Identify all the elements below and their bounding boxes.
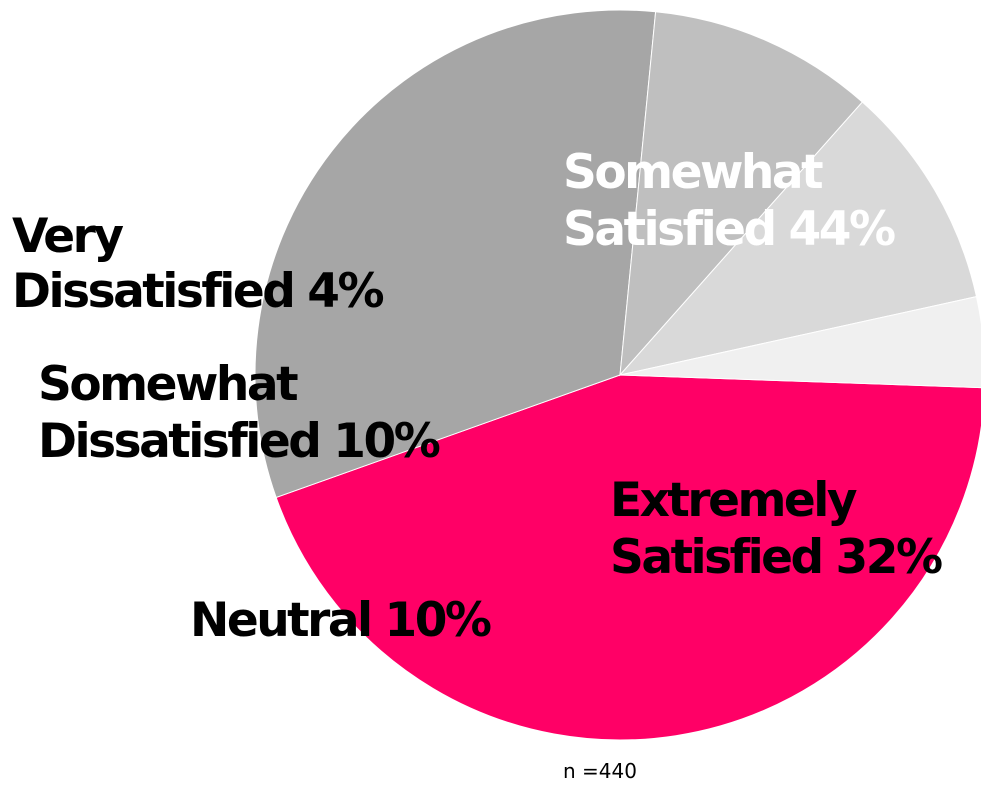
slice-label-somewhat-satisfied: Somewhat Satisfied 44%	[563, 145, 895, 257]
slice-label-somewhat-dissatisfied: Somewhat Dissatisfied 10%	[38, 357, 440, 469]
slice-label-line: Neutral 10%	[190, 593, 491, 648]
slice-label-line: Somewhat	[38, 357, 298, 412]
pie-slice-somewhat-satisfied	[275, 374, 981, 741]
slice-label-extremely-satisfied: Extremely Satisfied 32%	[610, 473, 942, 585]
pie-slice-extremely-satisfied	[254, 9, 657, 499]
labels-layer: Somewhat Satisfied 44%Extremely Satisfied …	[12, 145, 944, 648]
slice-label-line: Extremely	[610, 473, 857, 528]
slice-label-line: Dissatisfied 10%	[38, 414, 440, 469]
slice-label-line: Dissatisfied 4%	[12, 264, 383, 319]
slice-label-line: Somewhat	[563, 145, 823, 200]
slice-label-line: Satisfied 44%	[563, 202, 895, 257]
pie-slice-somewhat-dissatisfied	[618, 101, 978, 376]
sample-size-label: n =440	[563, 759, 637, 783]
slice-label-neutral: Neutral 10%	[190, 593, 491, 648]
slice-label-line: Satisfied 32%	[610, 530, 942, 585]
pie-slice-very-dissatisfied	[619, 296, 981, 389]
slice-label-very-dissatisfied: Very Dissatisfied 4%	[12, 209, 383, 319]
slices-layer	[254, 9, 981, 741]
pie-slice-neutral	[619, 11, 864, 377]
slice-label-line: Very	[12, 209, 123, 264]
